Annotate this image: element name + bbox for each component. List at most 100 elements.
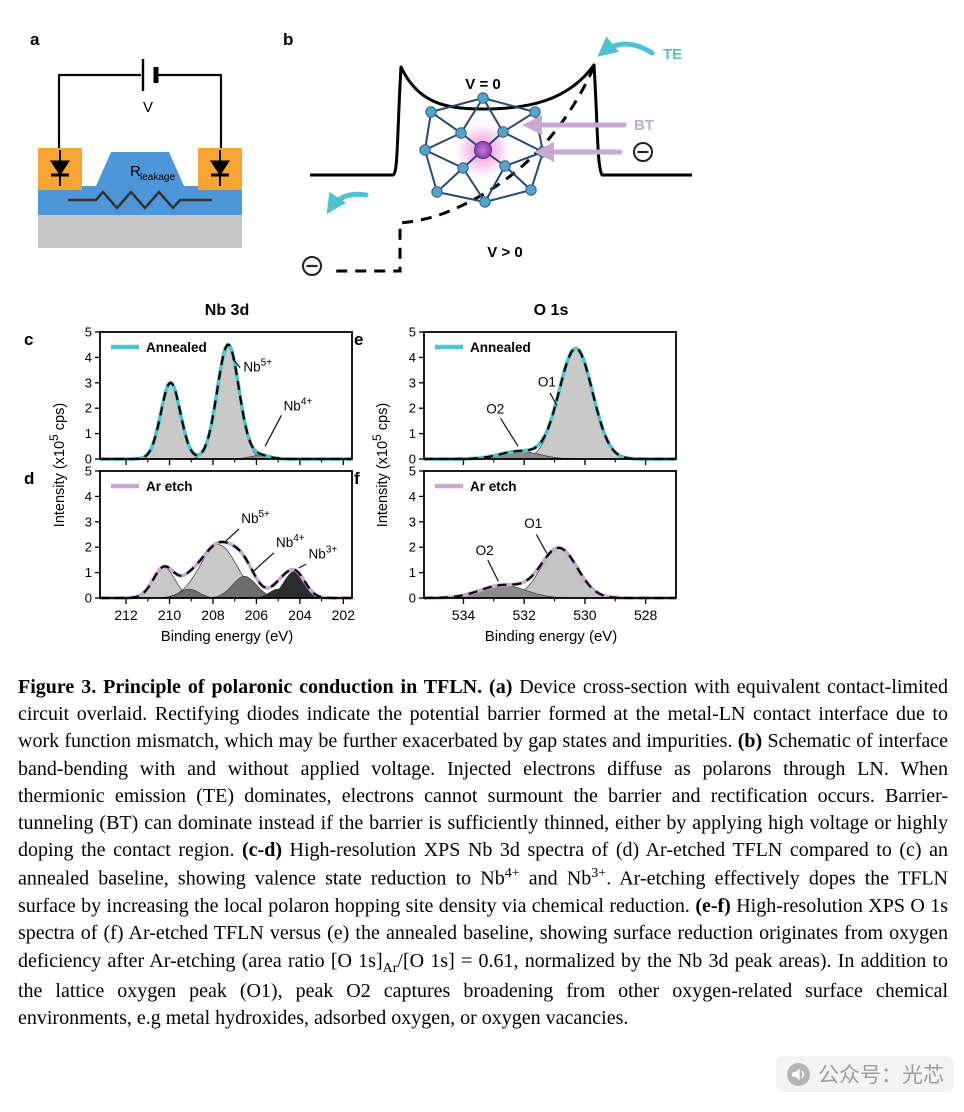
resistor-label-sub: leakage [140,172,175,183]
y-axis-label-left: Intensity (x105 cps) [47,402,68,528]
svg-text:1: 1 [409,565,416,580]
diode-icon [210,150,230,186]
fit-envelope [100,540,352,600]
legend-label: Annealed [470,340,531,355]
peak-component [424,548,676,599]
peak-annotation: O2 [476,543,494,558]
svg-text:4: 4 [409,489,416,504]
svg-text:212: 212 [114,607,138,623]
peak-annotation: O1 [524,516,542,531]
svg-text:0: 0 [85,452,92,466]
plot-frame [99,470,353,599]
peak-annotation: Nb4+ [276,533,305,550]
svg-text:0: 0 [409,591,416,606]
figure-caption: Figure 3. Principle of polaronic conduct… [18,676,949,1029]
svg-text:2: 2 [85,401,92,416]
watermark: 公众号：光芯 [776,1056,954,1092]
svg-text:4: 4 [85,489,92,504]
xps-chart-nb3d-annealed: 0 1 2 3 4 5 Annealed Nb5+ Nb4+ [85,327,353,466]
svg-text:0: 0 [85,591,92,606]
device-schematic: V R leakage [38,59,242,248]
panel-b-label: b [283,30,294,49]
panel-e-label: e [354,330,364,349]
svg-text:528: 528 [634,607,658,623]
svg-text:204: 204 [288,607,312,623]
xps-chart-o1s-aretch: 0 1 2 3 4 5 534 532 530 528 Ar etch O1 O2 [409,466,677,623]
svg-text:206: 206 [245,607,269,623]
svg-text:532: 532 [513,607,537,623]
svg-text:5: 5 [409,466,416,479]
band-diagram: V = 0 V > 0 TE BT [302,36,692,276]
svg-text:202: 202 [332,607,356,623]
o1s-title: O 1s [533,302,569,319]
svg-text:4: 4 [85,350,92,365]
te-label: TE [663,46,682,63]
svg-text:210: 210 [158,607,182,623]
fit-envelope [424,347,676,461]
panel-d-label: d [24,469,35,488]
te-arrow-icon [326,191,369,214]
band-curve-v0 [310,63,692,177]
x-axis-label-left: Binding energy (eV) [160,628,294,645]
te-arrow-icon [597,36,655,57]
peak-annotation: Nb5+ [241,509,270,526]
legend-label: Ar etch [470,479,517,494]
svg-text:530: 530 [573,607,597,623]
megaphone-icon [787,1062,810,1086]
plot-frame [423,331,677,460]
watermark-text: 公众号：光芯 [818,1064,944,1087]
polaron-core [474,141,492,159]
circuit-wires [57,73,223,150]
svg-text:534: 534 [452,607,476,623]
legend-label: Annealed [146,340,207,355]
svg-text:1: 1 [409,426,416,441]
peak-component [100,344,352,460]
peak-annotation: Nb5+ [243,357,272,374]
diode-icon [50,150,70,186]
lattice-network [419,92,549,208]
peak-annotation: O1 [538,375,556,390]
svg-text:1: 1 [85,426,92,441]
panel-f-label: f [354,469,360,488]
svg-text:3: 3 [85,375,92,390]
svg-text:4: 4 [409,350,416,365]
substrate [38,215,242,248]
panel-a-label: a [30,30,40,49]
xps-chart-o1s-annealed: 0 1 2 3 4 5 Annealed O1 O2 [409,327,677,466]
v0-label: V = 0 [465,76,500,93]
svg-text:2: 2 [409,540,416,555]
electron-icon [633,142,653,162]
svg-text:5: 5 [409,327,416,340]
peak-annotation: O2 [486,401,504,416]
svg-text:0: 0 [409,452,416,466]
xps-chart-nb3d-aretch: 0 1 2 3 4 5 212 210 208 206 204 202 Ar etch Nb5+ Nb4+N… [85,466,356,623]
plot-frame [423,470,677,599]
battery-icon [141,59,159,91]
svg-text:5: 5 [85,327,92,340]
band-curve-vpos [336,66,596,273]
nb3d-title: Nb 3d [204,302,250,319]
bt-label: BT [634,117,654,134]
legend-label: Ar etch [146,479,193,494]
peak-component [424,348,676,460]
panel-c-label: c [24,330,34,349]
x-axis-label-right: Binding energy (eV) [484,628,618,645]
polaron-illustration [419,92,549,208]
resistor-icon [68,190,212,210]
peak-annotation: Nb4+ [284,397,313,414]
y-axis-label-right: Intensity (x105 cps) [370,402,391,528]
svg-text:2: 2 [85,540,92,555]
vpos-label: V > 0 [487,244,522,261]
voltage-label: V [143,99,153,116]
svg-text:3: 3 [409,514,416,529]
svg-text:5: 5 [85,466,92,479]
electron-icon [302,256,322,276]
svg-text:208: 208 [201,607,225,623]
svg-text:3: 3 [85,514,92,529]
svg-text:1: 1 [85,565,92,580]
svg-text:3: 3 [409,375,416,390]
svg-text:2: 2 [409,401,416,416]
plot-frame [99,331,353,460]
peak-annotation: Nb3+ [309,545,338,562]
